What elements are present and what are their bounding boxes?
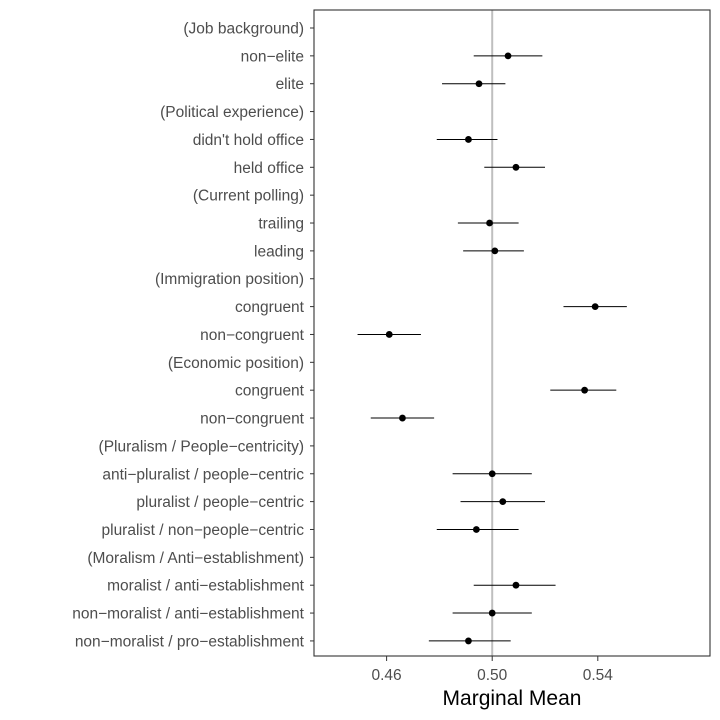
category-label: trailing xyxy=(258,216,304,233)
estimate-point xyxy=(488,470,496,478)
estimate-point xyxy=(465,136,472,143)
estimate-point xyxy=(488,609,496,617)
x-tick-label: 0.50 xyxy=(477,667,508,684)
x-tick-label: 0.46 xyxy=(372,667,402,684)
category-label: elite xyxy=(276,76,304,93)
estimate-point xyxy=(591,303,599,310)
category-label: leading xyxy=(254,243,304,260)
category-label: pluralist / people−centric xyxy=(136,494,304,511)
category-label: congruent xyxy=(235,383,305,400)
estimate-point xyxy=(512,581,520,589)
x-tick-label: 0.54 xyxy=(583,667,614,684)
category-label: non−moralist / anti−establishment xyxy=(72,606,304,623)
estimate-point xyxy=(581,386,588,394)
category-label: non−moralist / pro−establishment xyxy=(75,633,305,650)
estimate-point xyxy=(385,331,393,338)
group-header-label: (Political experience) xyxy=(160,104,304,121)
category-label: congruent xyxy=(235,299,305,316)
estimate-point xyxy=(504,52,512,60)
estimate-point xyxy=(472,526,480,533)
category-rows: (Job background) non−elite elite (Political… xyxy=(72,21,314,650)
group-header-label: (Immigration position) xyxy=(155,271,304,288)
group-header-label: (Job background) xyxy=(183,21,304,38)
estimate-point xyxy=(491,247,499,255)
category-label: non−congruent xyxy=(200,327,305,344)
category-label: non−elite xyxy=(241,48,304,65)
category-label: pluralist / non−people−centric xyxy=(102,522,305,539)
estimate-point xyxy=(465,637,472,645)
category-label: moralist / anti−establishment xyxy=(107,578,305,595)
x-axis: 0.46 0.50 0.54 xyxy=(372,656,614,684)
x-axis-title: Marginal Mean xyxy=(443,687,582,710)
estimate-point xyxy=(399,414,406,422)
category-label: held office xyxy=(234,160,304,177)
estimate-point xyxy=(499,498,507,506)
category-label: non−congruent xyxy=(200,411,305,428)
group-header-label: (Pluralism / People−centricity) xyxy=(99,438,304,455)
estimate-point xyxy=(475,80,483,88)
estimate-point xyxy=(512,163,520,171)
group-header-label: (Economic position) xyxy=(168,355,304,372)
plot-panel xyxy=(313,9,711,657)
estimate-point xyxy=(486,219,493,227)
category-label: anti−pluralist / people−centric xyxy=(102,466,304,483)
group-header-label: (Moralism / Anti−establishment) xyxy=(87,550,304,567)
category-label: didn't hold office xyxy=(193,132,304,149)
panel-border xyxy=(313,9,711,657)
group-header-label: (Current polling) xyxy=(193,188,304,205)
